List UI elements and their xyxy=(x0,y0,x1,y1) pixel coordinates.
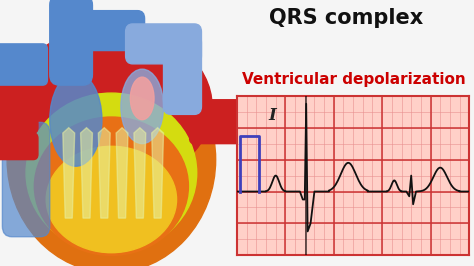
FancyBboxPatch shape xyxy=(2,122,50,237)
FancyBboxPatch shape xyxy=(126,24,201,64)
FancyBboxPatch shape xyxy=(59,11,145,51)
FancyBboxPatch shape xyxy=(0,133,38,160)
FancyBboxPatch shape xyxy=(50,0,92,85)
Polygon shape xyxy=(152,128,164,218)
FancyBboxPatch shape xyxy=(0,60,47,85)
Ellipse shape xyxy=(50,73,102,166)
Ellipse shape xyxy=(130,77,154,120)
Ellipse shape xyxy=(46,146,176,253)
Text: I: I xyxy=(268,107,276,124)
Ellipse shape xyxy=(34,117,189,255)
Polygon shape xyxy=(98,128,110,218)
FancyBboxPatch shape xyxy=(0,80,38,106)
Polygon shape xyxy=(134,128,146,218)
FancyBboxPatch shape xyxy=(190,118,242,144)
Ellipse shape xyxy=(7,47,216,266)
FancyBboxPatch shape xyxy=(164,35,201,114)
FancyBboxPatch shape xyxy=(190,100,242,125)
FancyBboxPatch shape xyxy=(0,106,38,133)
Ellipse shape xyxy=(64,19,135,77)
Polygon shape xyxy=(116,128,128,218)
Text: Ventricular depolarization: Ventricular depolarization xyxy=(242,72,465,87)
Text: QRS complex: QRS complex xyxy=(269,8,423,28)
FancyBboxPatch shape xyxy=(0,44,47,69)
Ellipse shape xyxy=(121,69,164,144)
Ellipse shape xyxy=(11,27,212,186)
Polygon shape xyxy=(63,128,75,218)
Polygon shape xyxy=(81,128,92,218)
Ellipse shape xyxy=(26,93,197,253)
